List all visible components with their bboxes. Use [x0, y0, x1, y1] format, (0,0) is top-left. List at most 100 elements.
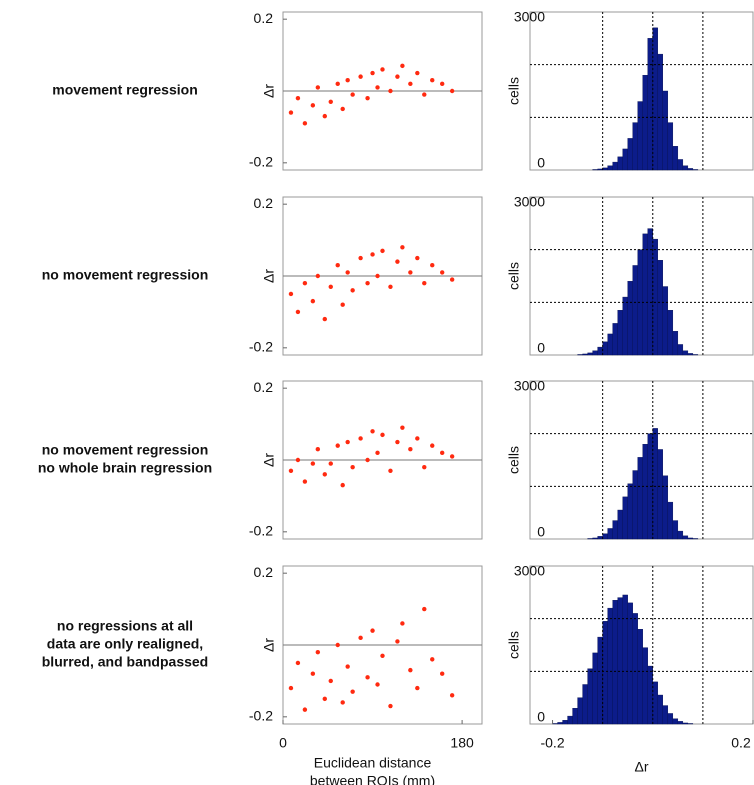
point [315, 273, 321, 279]
bar [672, 146, 679, 171]
bar [667, 501, 674, 540]
bar [652, 681, 658, 725]
bar [632, 265, 638, 356]
point [295, 95, 301, 101]
bar [682, 535, 689, 540]
row-label: no movement regression [42, 267, 209, 283]
bar [637, 101, 643, 171]
bar [662, 286, 669, 356]
bar [567, 715, 573, 725]
bar [617, 509, 623, 540]
bar [572, 708, 578, 725]
point [288, 110, 294, 115]
x-tick-label: -0.2 [540, 735, 564, 751]
bar [607, 528, 613, 540]
point [440, 81, 445, 87]
bar [627, 483, 633, 540]
bar [662, 475, 669, 540]
row-label: no regressions at all [57, 618, 193, 634]
bar [687, 168, 694, 171]
bar [642, 444, 648, 540]
point [302, 280, 308, 286]
bar [657, 694, 663, 725]
point [365, 280, 370, 286]
bar [622, 594, 628, 725]
row-label: data are only realigned, [47, 636, 203, 652]
point [408, 270, 413, 275]
y-axis-label: cells [506, 631, 522, 659]
y-tick-label: 0.2 [254, 10, 274, 26]
point [340, 302, 345, 307]
point [358, 436, 363, 441]
bar [597, 346, 603, 356]
point [370, 70, 375, 76]
bar [632, 122, 638, 171]
point [449, 693, 455, 698]
point [395, 439, 400, 445]
point [422, 606, 427, 612]
point [375, 682, 380, 687]
bar [652, 27, 658, 171]
point [328, 678, 333, 684]
bar [617, 310, 623, 356]
point [440, 671, 445, 676]
bar [637, 629, 643, 725]
y-tick-label: 0 [537, 524, 545, 540]
point [430, 263, 435, 268]
point [380, 432, 385, 438]
y-tick-label: -0.2 [249, 339, 273, 355]
y-tick-label: -0.2 [249, 708, 273, 724]
point [335, 81, 340, 87]
bar [577, 697, 583, 725]
point [358, 635, 363, 641]
point [388, 88, 393, 94]
bar [647, 38, 653, 171]
bar [627, 138, 633, 171]
y-tick-label: 3000 [514, 9, 545, 25]
bar [662, 90, 669, 171]
bar [657, 53, 663, 171]
point [295, 309, 301, 315]
bar [642, 74, 648, 171]
point [400, 621, 405, 626]
bar [692, 354, 699, 356]
point [288, 685, 294, 691]
point [370, 252, 375, 257]
bar [677, 530, 684, 540]
y-axis-label: Δr [261, 453, 277, 467]
point [422, 280, 427, 286]
y-tick-label: -0.2 [249, 523, 273, 539]
point [408, 667, 413, 673]
y-tick-label: 0 [537, 155, 545, 171]
point [345, 78, 350, 83]
point [310, 671, 316, 676]
row-label: movement regression [52, 82, 198, 98]
point [345, 439, 350, 445]
bar [677, 721, 684, 725]
point [315, 447, 321, 452]
bar [587, 538, 593, 540]
point [322, 113, 327, 119]
y-tick-label: 0.2 [254, 195, 274, 211]
point [375, 85, 380, 90]
point [365, 457, 370, 463]
point [415, 255, 420, 261]
point [430, 443, 435, 448]
bar [587, 668, 593, 725]
point [302, 479, 308, 484]
bar [657, 449, 663, 540]
point [380, 67, 385, 72]
point [315, 85, 321, 90]
point [400, 63, 405, 69]
bar [552, 723, 558, 725]
bar [622, 496, 628, 540]
point [370, 429, 375, 434]
bar [592, 350, 598, 356]
bar [677, 159, 684, 171]
point [350, 464, 355, 470]
point [322, 472, 327, 477]
x-axis-label: between ROIs (mm) [310, 773, 435, 785]
point [322, 696, 327, 702]
bar [672, 718, 679, 725]
